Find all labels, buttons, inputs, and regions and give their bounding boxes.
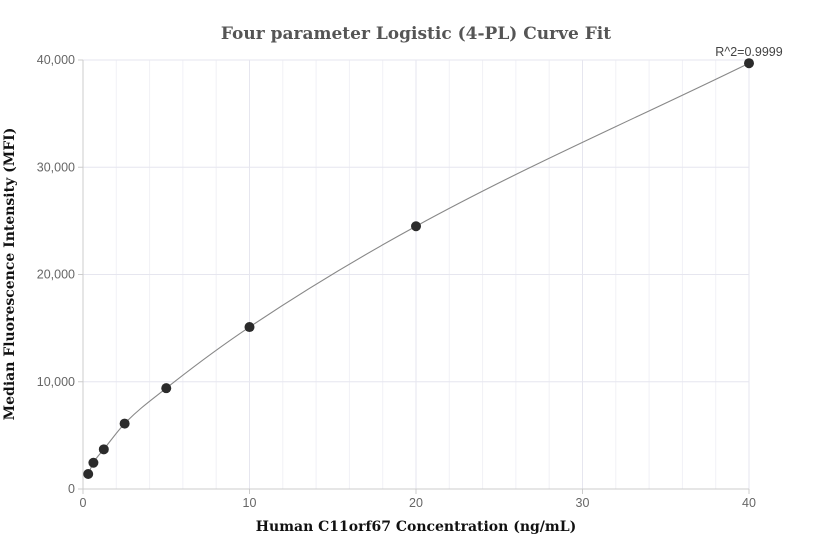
y-tick-label: 40,000 [37,53,75,67]
x-tick-label: 0 [80,496,87,510]
data-point [88,457,99,468]
y-tick-label: 10,000 [37,375,75,389]
data-point [244,322,255,333]
data-point [411,221,421,232]
axes [78,59,750,494]
y-tick-label: 30,000 [37,160,75,174]
y-tick-label: 0 [68,482,75,496]
x-tick-label: 40 [742,496,756,510]
data-point [161,383,172,394]
tick-labels: 0 10 20 30 40 0 10,000 20,000 30,000 40,000 [37,53,756,510]
data-point [83,468,94,479]
data-point [744,58,754,69]
x-tick-label: 20 [409,496,423,510]
data-point [119,418,130,429]
fit-curve [87,62,750,475]
data-point [98,444,109,455]
y-tick-label: 20,000 [37,268,75,282]
chart-title: Four parameter Logistic (4-PL) Curve Fit [221,24,611,44]
x-tick-label: 10 [243,496,257,510]
y-axis-label: Median Fluorescence Intensity (MFI) [2,128,18,421]
grid [83,59,750,489]
data-points [83,58,754,479]
r-squared-annotation: R^2=0.9999 [715,45,782,59]
x-axis-label: Human C11orf67 Concentration (ng/mL) [256,519,576,535]
x-tick-label: 30 [576,496,590,510]
